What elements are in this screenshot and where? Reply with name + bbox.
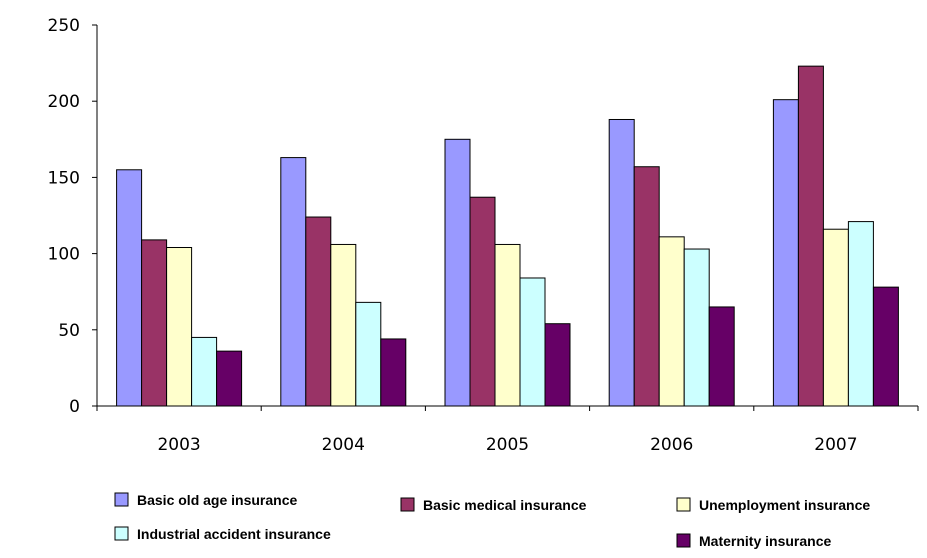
bar-2007-series-3: [822, 228, 849, 407]
x-tick-label: 2006: [650, 435, 693, 455]
bar-2003-series-5: [216, 350, 243, 407]
y-tick-label: 0: [69, 397, 80, 417]
legend-label-4: Industrial accident insurance: [137, 526, 331, 542]
bar-2007-series-1: [772, 99, 799, 407]
bar-2005-series-4: [519, 277, 546, 407]
legend-swatch-1: [114, 492, 129, 507]
x-tick-label: 2003: [157, 435, 200, 455]
legend-swatch-3: [676, 497, 691, 512]
bar-2005-series-3: [494, 243, 521, 407]
legend-swatch-2: [400, 497, 415, 512]
bar-2006-series-5: [708, 306, 735, 407]
bar-2003-series-2: [141, 239, 168, 407]
bar-2003-series-1: [116, 169, 143, 407]
bar-2006-series-4: [683, 248, 710, 407]
legend-label-5: Maternity insurance: [699, 533, 831, 549]
bar-2005-series-5: [544, 323, 571, 407]
legend: Basic old age insurance Basic medical ins…: [114, 492, 870, 549]
y-tick-label: 150: [48, 168, 80, 188]
bar-2007-series-2: [797, 65, 824, 407]
x-axis: 2003 2004 2005 2006 2007: [96, 405, 919, 455]
x-tick-label: 2005: [486, 435, 529, 455]
x-tick-label: 2004: [322, 435, 365, 455]
bar-2004-series-4: [355, 301, 382, 407]
legend-label-1: Basic old age insurance: [137, 492, 297, 508]
bar-2004-series-1: [280, 157, 307, 407]
legend-swatch-4: [114, 526, 129, 541]
legend-label-3: Unemployment insurance: [699, 497, 870, 513]
bars: [116, 65, 899, 407]
bar-2003-series-3: [166, 247, 193, 407]
x-tick-label: 2007: [814, 435, 857, 455]
bar-2005-series-1: [444, 138, 471, 407]
bar-2004-series-3: [330, 243, 357, 407]
legend-swatch-5: [676, 533, 691, 548]
bar-2006-series-1: [608, 118, 635, 407]
y-tick-label: 100: [48, 245, 80, 265]
y-axis: 0 50 100 150 200 250: [48, 16, 98, 417]
bar-2006-series-3: [658, 236, 685, 407]
bar-2004-series-2: [305, 216, 332, 407]
bar-2007-series-5: [872, 286, 899, 407]
bar-2003-series-4: [191, 336, 218, 407]
bar-2006-series-2: [633, 166, 660, 407]
y-tick-label: 200: [48, 92, 80, 112]
bar-2004-series-5: [380, 338, 407, 407]
bar-2007-series-4: [847, 221, 874, 407]
bar-2005-series-2: [469, 196, 496, 407]
y-tick-label: 250: [48, 16, 80, 36]
y-tick-label: 50: [58, 321, 80, 341]
legend-label-2: Basic medical insurance: [423, 497, 587, 513]
